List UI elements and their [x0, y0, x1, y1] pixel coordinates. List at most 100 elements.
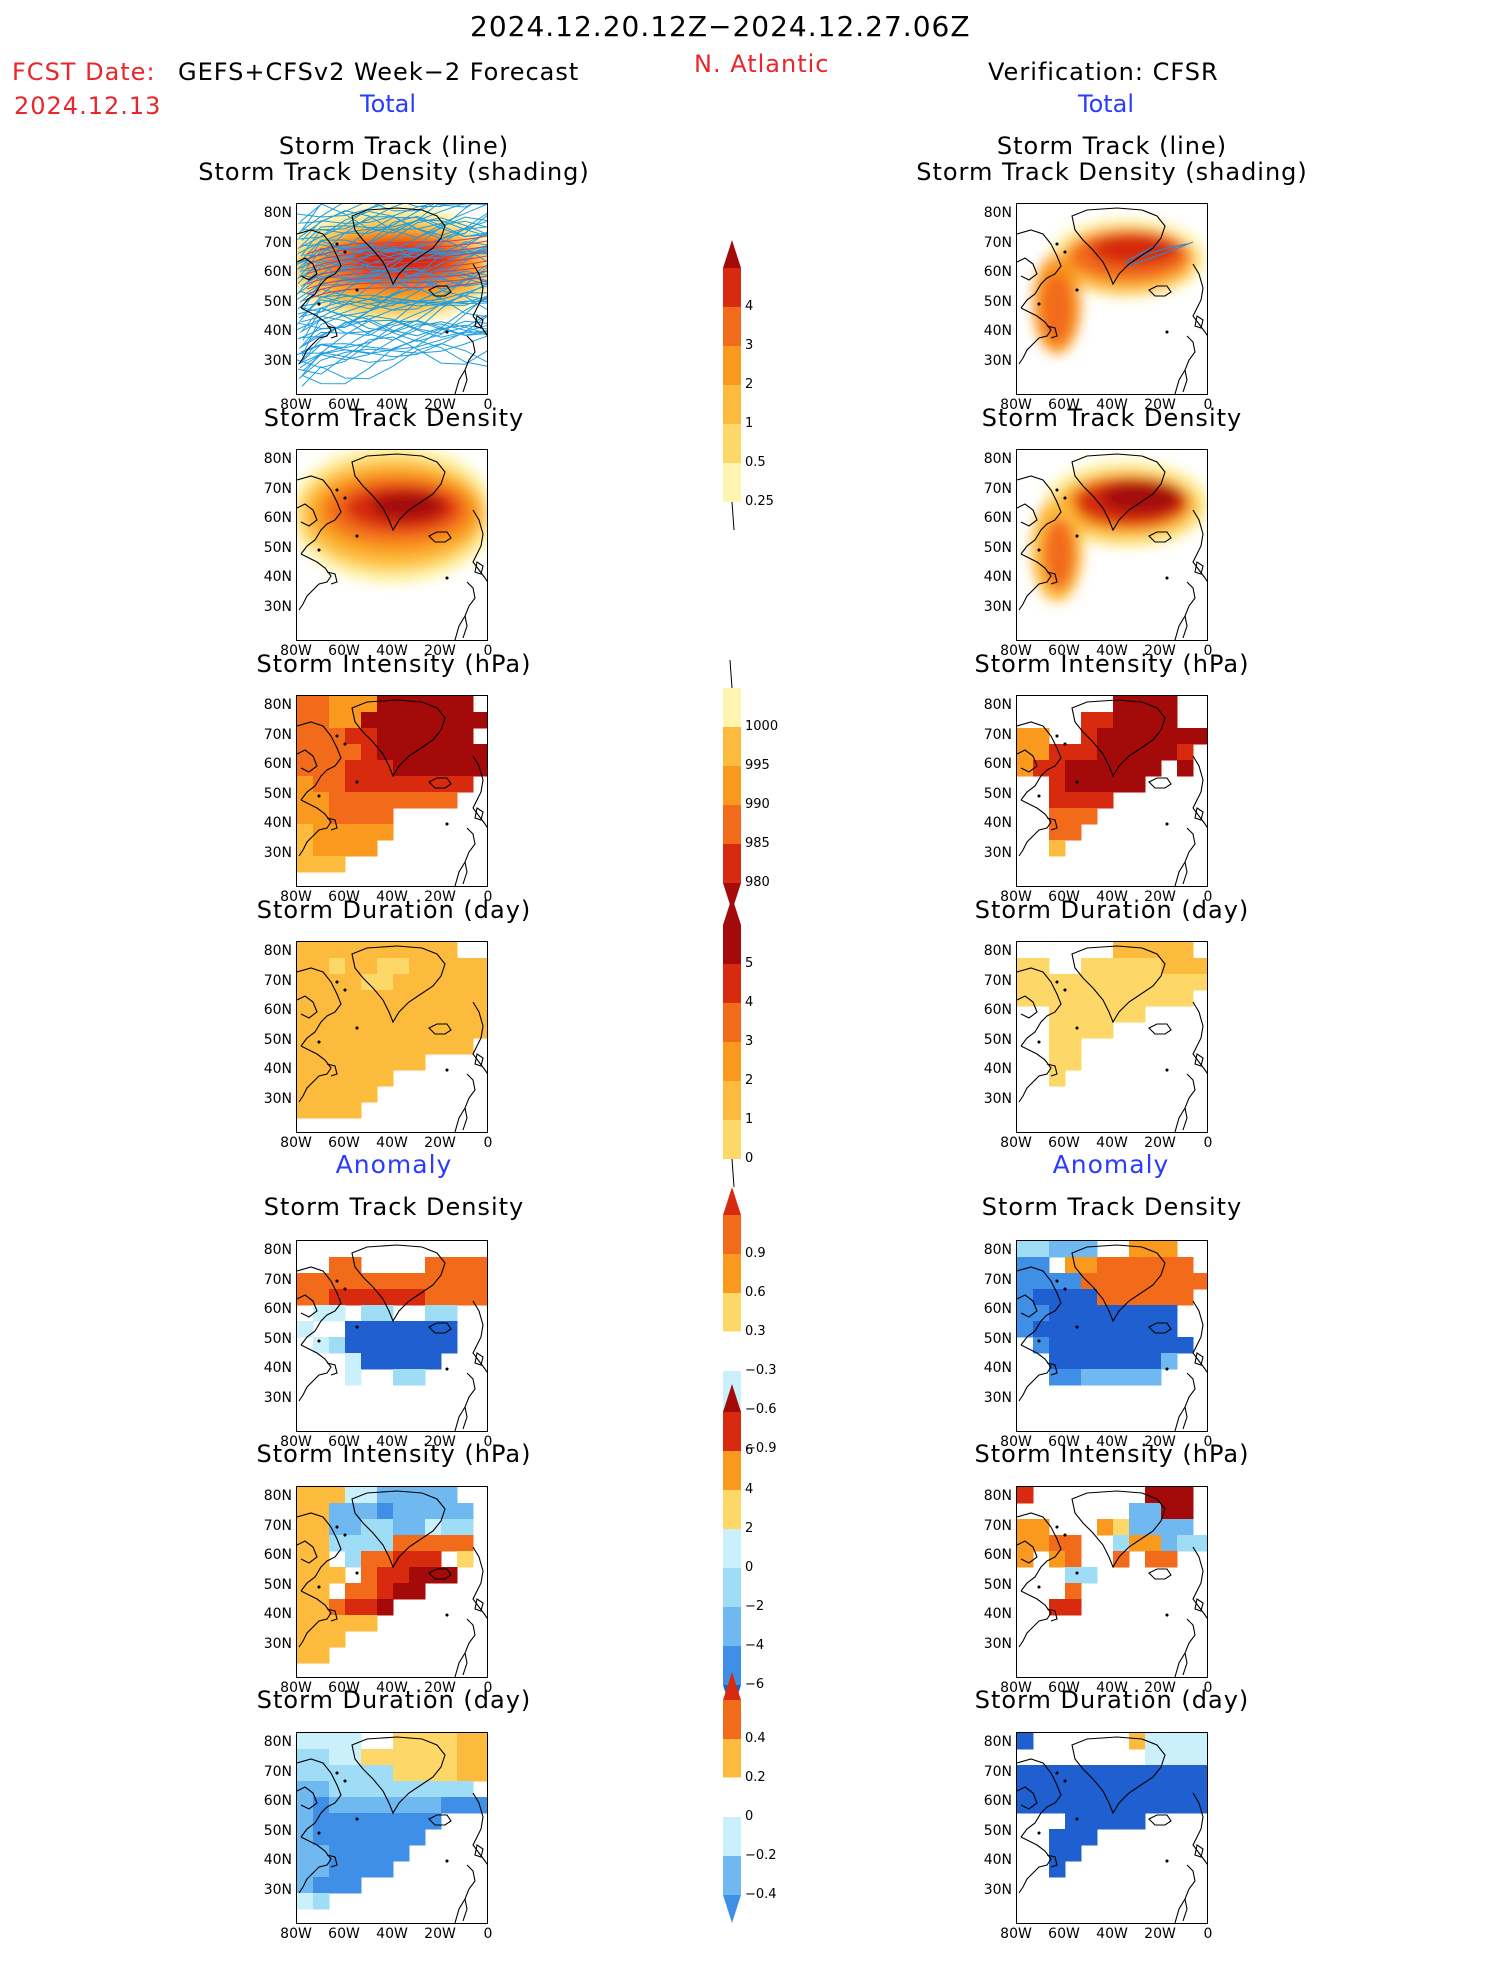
coast-segment [1192, 1300, 1207, 1373]
grid-cell [345, 1781, 362, 1798]
fcst-date-label: FCST Date: [12, 58, 156, 86]
grid-cell [1097, 990, 1114, 1007]
grid-cell [425, 744, 442, 761]
grid-cell [377, 1567, 394, 1584]
grid-cell [1193, 1733, 1207, 1750]
lat-tick-label: 80N [263, 451, 292, 467]
grid-cell [457, 728, 474, 745]
coast-segment [1017, 257, 1038, 281]
lon-tick-label: 60W [1048, 1680, 1080, 1696]
grid-cell [1033, 990, 1050, 1007]
grid-cell [473, 744, 487, 761]
grid-cell [1049, 1781, 1066, 1798]
coast-segment [326, 1063, 338, 1077]
coast-segment [1071, 1736, 1166, 1815]
grid-cell [361, 1567, 378, 1584]
grid-cell [1065, 760, 1082, 777]
grid-cell [1129, 974, 1146, 991]
lon-tick-label: 40W [376, 1926, 408, 1942]
lon-tick-label: 0 [483, 889, 493, 905]
grid-cell [377, 808, 394, 825]
coastline [297, 699, 487, 886]
left-total-label: Total [360, 90, 417, 118]
grid-shading [297, 1257, 487, 1386]
grid-cell [361, 1273, 378, 1290]
lat-tick-label: 50N [263, 293, 292, 310]
grid-cell [1049, 1369, 1066, 1386]
lon-tick-label: 80W [280, 1135, 312, 1151]
grid-cell [329, 776, 346, 793]
colorbar-duration-anom [722, 1672, 742, 1923]
coast-segment [297, 1294, 318, 1318]
colorbar-density [723, 240, 741, 531]
grid-cell [313, 1583, 330, 1600]
grid-cell [1129, 1337, 1146, 1354]
lat-tick-label: 50N [263, 1822, 292, 1839]
grid-cell [393, 1551, 410, 1568]
grid-cell [457, 1781, 474, 1798]
grid-cell [1097, 1305, 1114, 1322]
coast-segment [326, 1854, 338, 1868]
grid-cell [457, 1733, 474, 1750]
grid-cell [409, 1749, 426, 1766]
grid-cell [329, 1797, 346, 1814]
grid-cell [1113, 1006, 1130, 1023]
lon-tick-label: 0 [1203, 1135, 1213, 1151]
track-line [302, 231, 487, 286]
grid-cell [377, 744, 394, 761]
lat-tick-label: 60N [263, 1547, 292, 1563]
ensemble-mean-tracks [306, 235, 487, 300]
colorbar-tick-label: 1000 [745, 719, 779, 734]
island-dot [317, 1339, 321, 1343]
grid-cell [313, 1086, 330, 1103]
grid-cell [1129, 1273, 1146, 1290]
coast-segment [474, 561, 484, 575]
lat-tick-label: 70N [263, 234, 292, 251]
lon-tick-label: 20W [424, 1434, 456, 1450]
grid-cell [1161, 1353, 1178, 1370]
grid-cell [1081, 1813, 1098, 1830]
grid-cell [377, 958, 394, 975]
lon-tick-label: 40W [1096, 1680, 1128, 1696]
grid-cell [1017, 728, 1034, 745]
grid-cell [441, 744, 458, 761]
colorbar-segment [723, 1700, 741, 1739]
grid-cell [329, 1813, 346, 1830]
track-line [299, 268, 487, 313]
grid-cell [297, 1070, 314, 1087]
grid-cell [1017, 1321, 1034, 1338]
coast-segment [297, 1512, 342, 1592]
lat-tick-label: 40N [983, 323, 1012, 339]
coast-segment [1182, 1864, 1196, 1922]
coastline [297, 1490, 487, 1677]
island-dot [335, 1525, 339, 1529]
coast-segment [474, 807, 484, 821]
colorbar-segment [723, 1529, 741, 1568]
grid-cell [409, 1038, 426, 1055]
left-anomaly-label: Anomaly [335, 1150, 453, 1179]
grid-cell [409, 1337, 426, 1354]
grid-cell [361, 1487, 378, 1504]
coast-segment [1017, 1758, 1062, 1838]
grid-cell [1145, 1257, 1162, 1274]
grid-cell [1177, 1273, 1194, 1290]
lon-tick-label: 40W [376, 643, 408, 659]
map-panel-l6 [296, 1732, 488, 1924]
island-dot [1063, 1287, 1067, 1291]
island-dot [1055, 488, 1059, 492]
grid-cell [1161, 1305, 1178, 1322]
grid-cell [1097, 1519, 1114, 1536]
grid-cell [297, 1289, 314, 1306]
grid-cell [409, 712, 426, 729]
grid-cell [1081, 760, 1098, 777]
grid-cell [1177, 1337, 1194, 1354]
map-panel-l5 [296, 1486, 488, 1678]
coast-segment [1017, 1294, 1038, 1318]
island-dot [1165, 330, 1169, 334]
grid-cell [1065, 1321, 1082, 1338]
island-dot [1037, 302, 1041, 306]
grid-cell [393, 712, 410, 729]
grid-cell [1193, 958, 1207, 975]
island-dot [1055, 1279, 1059, 1283]
coast-segment [1194, 1352, 1204, 1366]
